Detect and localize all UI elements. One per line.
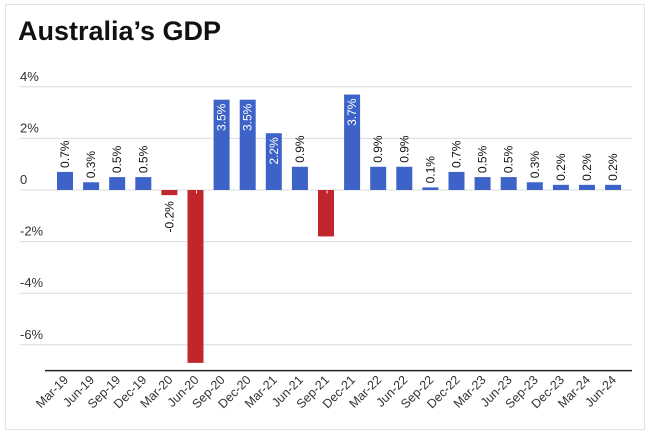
- chart-title: Australia’s GDP: [18, 16, 222, 46]
- bar: [605, 184, 622, 190]
- bars: [57, 94, 622, 363]
- y-tick-label: -2%: [20, 224, 44, 239]
- y-tick-label: 2%: [20, 120, 39, 135]
- data-label: 0.2%: [606, 153, 620, 181]
- y-tick-label: -4%: [20, 275, 44, 290]
- data-label: 0.9%: [397, 135, 411, 163]
- data-label: 0.2%: [580, 153, 594, 181]
- y-tick-label: 4%: [20, 69, 39, 84]
- bar: [213, 99, 230, 190]
- bar: [422, 187, 439, 190]
- data-label: 0.7%: [450, 140, 464, 168]
- bar: [161, 190, 178, 196]
- data-label: 0.3%: [528, 151, 542, 179]
- data-label: 3.7%: [345, 98, 359, 126]
- data-label: 0.9%: [293, 135, 307, 163]
- data-labels: 0.7% 0.3% 0.5% 0.5% -0.2% -6.7% 3.5% 3.5% 2.2% 0.…: [58, 98, 620, 232]
- bar: [135, 177, 152, 190]
- data-label: 0.9%: [371, 135, 385, 163]
- data-label: -6.7%: [189, 162, 203, 194]
- data-label: 0.5%: [110, 145, 124, 173]
- data-label: 2.2%: [267, 137, 281, 165]
- bar: [579, 184, 595, 190]
- data-label: 3.5%: [215, 103, 229, 131]
- bar: [318, 190, 334, 237]
- bar: [109, 177, 126, 190]
- y-tick-label: -6%: [20, 327, 44, 342]
- x-axis-ticks: Mar-19Jun-19Sep-19Dec-19Mar-20Jun-20Sep-…: [33, 373, 619, 411]
- bar: [552, 184, 569, 190]
- bar: [448, 171, 465, 190]
- data-label: 0.7%: [58, 140, 72, 168]
- bar: [474, 177, 491, 190]
- bar: [265, 133, 282, 190]
- bar: [291, 166, 308, 190]
- data-label: 0.1%: [423, 156, 437, 184]
- y-tick-label: 0: [20, 172, 27, 187]
- bar: [57, 171, 73, 190]
- data-label: -0.2%: [162, 201, 176, 233]
- bar: [500, 177, 517, 190]
- y-axis-ticks: 4% 2% 0 -2% -4% -6%: [20, 69, 44, 342]
- bar: [526, 182, 543, 190]
- data-label: 3.5%: [241, 103, 255, 131]
- bar: [239, 99, 256, 190]
- bar: [344, 94, 361, 190]
- data-label: 0.5%: [502, 145, 516, 173]
- data-label: -1.8%: [319, 162, 333, 194]
- data-label: 0.3%: [84, 151, 98, 179]
- bar: [83, 182, 100, 190]
- bar: [396, 166, 413, 190]
- data-label: 0.2%: [554, 153, 568, 181]
- bar: [370, 166, 387, 190]
- data-label: 0.5%: [136, 145, 150, 173]
- data-label: 0.5%: [476, 145, 490, 173]
- bar: [187, 190, 204, 363]
